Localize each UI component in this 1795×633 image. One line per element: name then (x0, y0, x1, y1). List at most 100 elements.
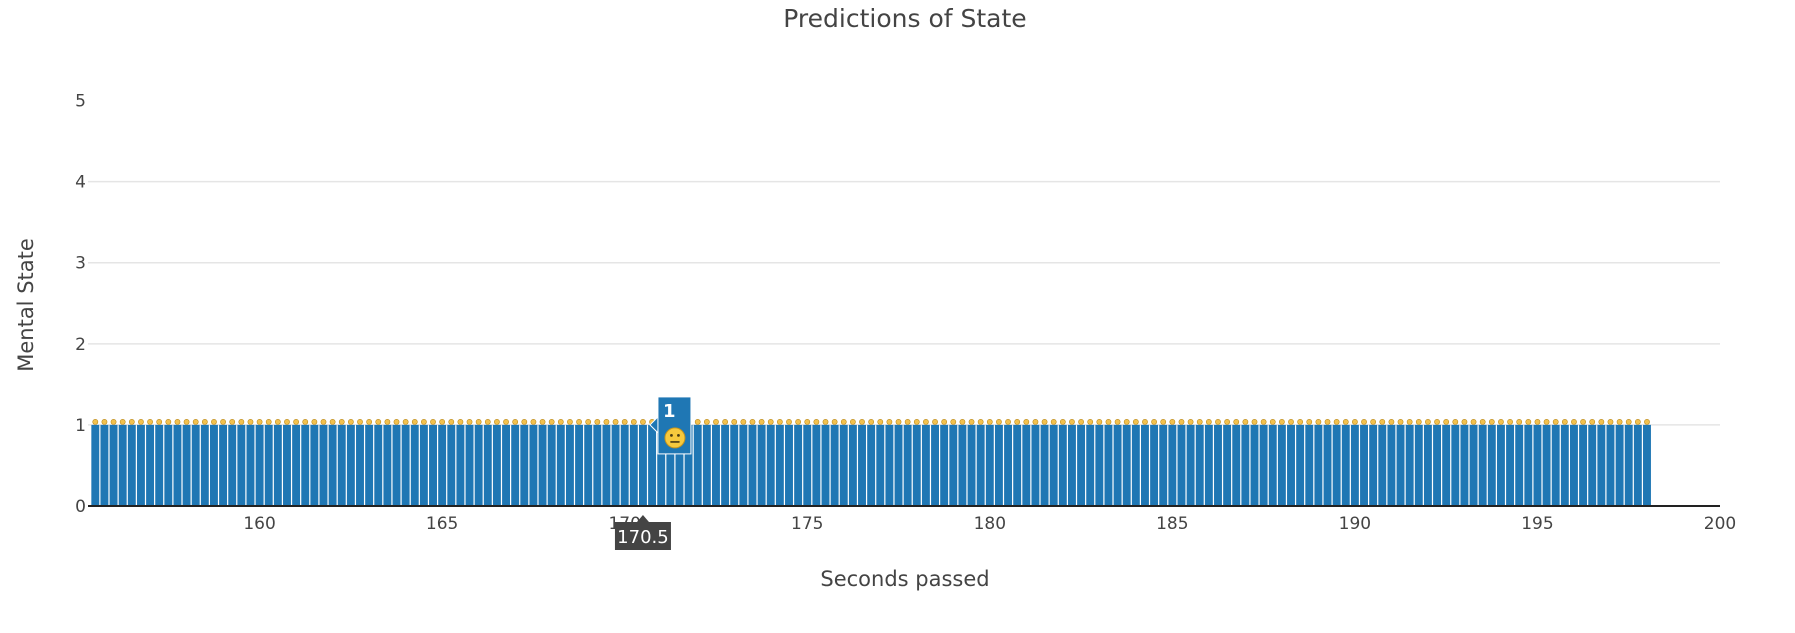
bar[interactable] (994, 424, 1003, 506)
bar[interactable] (1487, 424, 1496, 506)
bar[interactable] (301, 424, 310, 506)
bar[interactable] (1360, 424, 1368, 506)
bar[interactable] (931, 424, 939, 506)
bar[interactable] (273, 424, 282, 506)
bar[interactable] (593, 424, 602, 506)
bar[interactable] (91, 424, 100, 506)
bar[interactable] (958, 424, 967, 506)
bar[interactable] (1195, 424, 1204, 506)
bar[interactable] (1241, 424, 1250, 506)
bar[interactable] (538, 424, 547, 506)
bar[interactable] (474, 424, 483, 506)
bar[interactable] (867, 424, 876, 506)
bar[interactable] (1423, 424, 1432, 506)
bar[interactable] (1542, 424, 1551, 506)
bar[interactable] (1396, 424, 1405, 506)
bar[interactable] (429, 424, 437, 506)
bar[interactable] (1451, 424, 1460, 506)
bar[interactable] (1104, 424, 1113, 506)
bars[interactable] (91, 424, 1651, 506)
bar[interactable] (1405, 424, 1414, 506)
bar[interactable] (1387, 424, 1396, 506)
bar[interactable] (155, 424, 164, 506)
bar[interactable] (492, 424, 501, 506)
bar[interactable] (702, 424, 711, 506)
bar[interactable] (520, 424, 529, 506)
bar[interactable] (1533, 424, 1542, 506)
bar[interactable] (1232, 424, 1241, 506)
bar[interactable] (739, 424, 748, 506)
bar[interactable] (1515, 424, 1524, 506)
bar[interactable] (1296, 424, 1305, 506)
bar[interactable] (1314, 424, 1323, 506)
bar[interactable] (146, 424, 155, 506)
bar[interactable] (1469, 424, 1478, 506)
bar[interactable] (1588, 424, 1597, 506)
bar[interactable] (401, 424, 410, 506)
bar[interactable] (164, 424, 173, 506)
bar[interactable] (1433, 424, 1442, 506)
bar[interactable] (1414, 424, 1423, 506)
bar[interactable] (1633, 424, 1642, 506)
bar[interactable] (1122, 424, 1131, 506)
bar[interactable] (1077, 424, 1086, 506)
bar[interactable] (830, 424, 839, 506)
bar[interactable] (839, 424, 848, 506)
bar[interactable] (730, 424, 739, 506)
bar[interactable] (1141, 424, 1149, 506)
bar[interactable] (1341, 424, 1350, 506)
bar[interactable] (283, 424, 291, 506)
bar[interactable] (1004, 424, 1013, 506)
bar[interactable] (1305, 424, 1314, 506)
bar[interactable] (1204, 424, 1213, 506)
bar[interactable] (757, 424, 766, 506)
bar[interactable] (1506, 424, 1515, 506)
bar[interactable] (365, 424, 374, 506)
bar[interactable] (556, 424, 565, 506)
bar[interactable] (246, 424, 255, 506)
bar[interactable] (1113, 424, 1122, 506)
bar[interactable] (419, 424, 428, 506)
bar[interactable] (328, 424, 337, 506)
bar[interactable] (675, 424, 684, 506)
bar[interactable] (264, 424, 273, 506)
bar[interactable] (1597, 424, 1606, 506)
bar[interactable] (100, 424, 109, 506)
bar[interactable] (766, 424, 775, 506)
bar[interactable] (228, 424, 237, 506)
bar[interactable] (1095, 424, 1104, 506)
bar[interactable] (858, 424, 866, 506)
bar[interactable] (310, 424, 319, 506)
bar[interactable] (200, 424, 209, 506)
bar[interactable] (292, 424, 301, 506)
bar[interactable] (1643, 424, 1651, 506)
bar[interactable] (1460, 424, 1469, 506)
bar[interactable] (465, 424, 474, 506)
bar[interactable] (1031, 424, 1040, 506)
bar[interactable] (1013, 424, 1022, 506)
bar[interactable] (967, 424, 976, 506)
bar[interactable] (684, 424, 693, 506)
bar[interactable] (1569, 424, 1578, 506)
bar[interactable] (985, 424, 994, 506)
bar[interactable] (775, 424, 784, 506)
bar[interactable] (1168, 424, 1177, 506)
bar[interactable] (219, 424, 228, 506)
bar[interactable] (748, 424, 757, 506)
bar[interactable] (511, 424, 520, 506)
bar[interactable] (803, 424, 812, 506)
bar[interactable] (940, 424, 949, 506)
bar[interactable] (1186, 424, 1195, 506)
bar[interactable] (1022, 424, 1031, 506)
bar[interactable] (1177, 424, 1186, 506)
bar[interactable] (1551, 424, 1560, 506)
bar[interactable] (1250, 424, 1259, 506)
bar[interactable] (1323, 424, 1332, 506)
bar[interactable] (876, 424, 885, 506)
bar[interactable] (894, 424, 903, 506)
bar[interactable] (1040, 424, 1049, 506)
bar[interactable] (1287, 424, 1295, 506)
bar[interactable] (648, 424, 657, 506)
bar[interactable] (136, 424, 145, 506)
bar[interactable] (903, 424, 912, 506)
